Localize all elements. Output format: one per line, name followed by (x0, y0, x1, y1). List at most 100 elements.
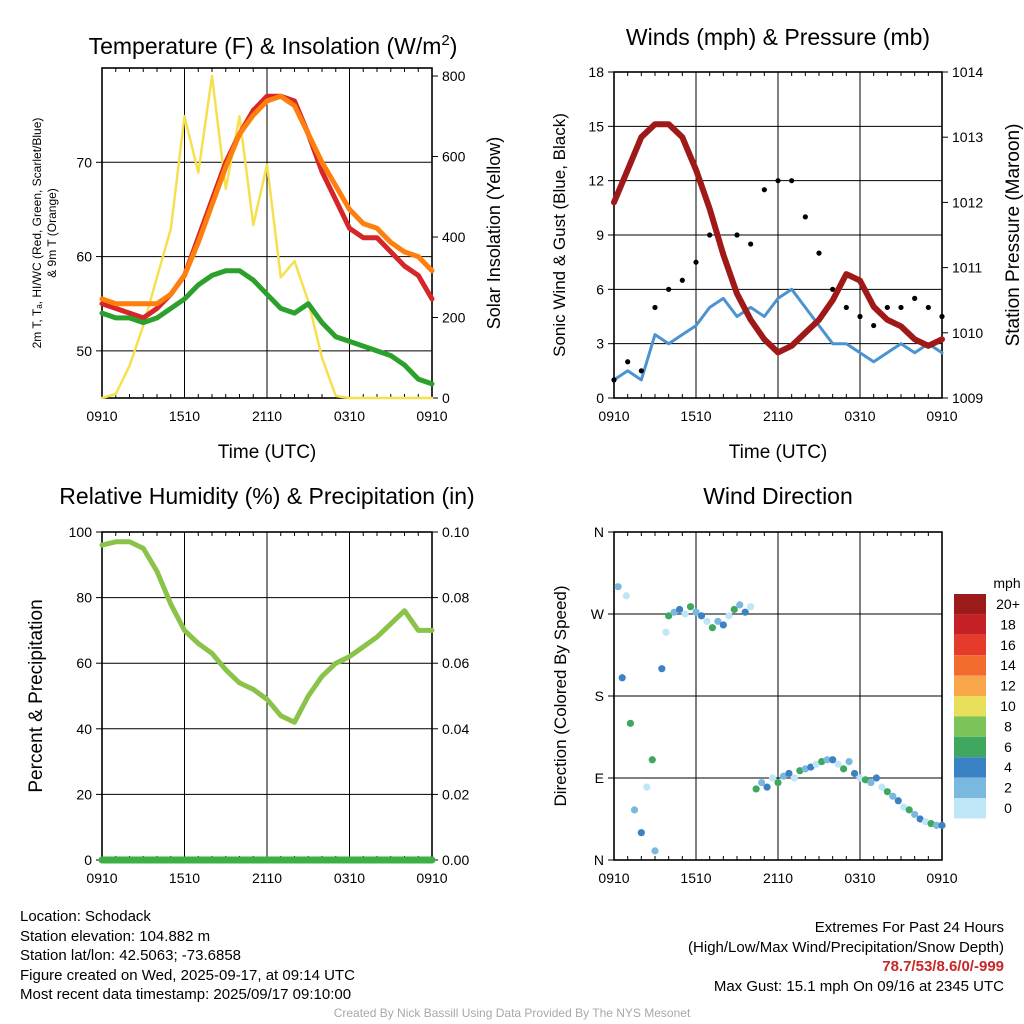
speed-legend: mph 20+ 18 16 14 12 10 8 6 4 2 0 (954, 575, 1021, 819)
y-tick-label: 3 (596, 336, 604, 352)
direction-point (708, 624, 717, 632)
direction-point (714, 617, 722, 625)
extremes-title: Extremes For Past 24 Hours (814, 919, 1004, 936)
direction-point (889, 792, 897, 800)
direction-point (801, 765, 809, 773)
series-t- (99, 268, 435, 387)
direction-point (730, 605, 738, 614)
y-tick-label: 0 (596, 390, 604, 406)
legend-swatch (954, 798, 986, 819)
x-tick-label: 0310 (334, 408, 365, 424)
panel-3: 0910 1510 2110 0310 0910 0 20 40 60 80 100 0.00 0.02… (26, 483, 475, 886)
y2-tick-label: 0.02 (442, 786, 469, 802)
y-tick-label: 12 (588, 173, 604, 189)
credit-text: Created By Nick Bassill Using Data Provi… (333, 1006, 691, 1020)
gust-point (748, 241, 754, 247)
direction-point (922, 818, 930, 826)
x-tick-label: 0910 (598, 408, 629, 424)
y-tick-label: E (595, 770, 604, 786)
y2-tick-label: 0.00 (442, 852, 469, 868)
chart-title: Relative Humidity (%) & Precipitation (i… (59, 483, 474, 509)
y2-tick-label: 1011 (952, 260, 982, 276)
y2-axis-label: Solar Insolation (Yellow) (484, 137, 504, 329)
x-tick-label: 2110 (763, 408, 793, 424)
direction-point (763, 783, 771, 791)
legend-label: 18 (1000, 616, 1016, 632)
direction-point (861, 776, 870, 784)
y2-axis-label: Station Pressure (Maroon) (1003, 124, 1024, 347)
y-tick-label: 100 (69, 524, 93, 540)
direction-point (676, 605, 684, 614)
x-tick-label: 2110 (763, 870, 793, 886)
x-axis-label: Time (UTC) (729, 442, 828, 463)
panel-4: 0910 1510 2110 0310 0910 N E S W N Wind Direction D… (551, 483, 1021, 886)
direction-point (900, 803, 908, 811)
x-tick-label: 0310 (844, 408, 875, 424)
legend-swatch (954, 594, 986, 615)
gust-point (679, 277, 685, 283)
direction-point (812, 760, 820, 768)
direction-point (779, 772, 788, 780)
direction-point (867, 778, 875, 787)
gust-point (925, 304, 931, 311)
series-9m-t (99, 93, 435, 307)
legend-label: 6 (1004, 739, 1012, 755)
legend-label: 16 (1000, 637, 1016, 653)
legend-swatch (954, 696, 986, 717)
direction-point (905, 806, 913, 814)
direction-point (823, 756, 831, 764)
recent-data-text: Most recent data timestamp: 2025/09/17 0… (20, 986, 352, 1004)
x-tick-label: 0910 (598, 870, 629, 886)
direction-point (774, 778, 782, 787)
direction-point (637, 829, 645, 837)
legend-label: 8 (1004, 718, 1012, 734)
direction-point (681, 610, 689, 618)
direction-point (697, 612, 706, 620)
y-axis-label: Sonic Wind & Gust (Blue, Black) (550, 113, 569, 357)
gust-point (857, 313, 863, 320)
legend-label: 14 (1000, 657, 1016, 673)
x-tick-label: 2110 (252, 870, 282, 886)
direction-point (840, 765, 848, 773)
legend-swatch (954, 736, 986, 758)
x-tick-label: 2110 (252, 408, 282, 424)
y-tick-label: N (594, 524, 604, 540)
extremes-values: 78.7/53/8.6/0/-999 (882, 958, 1004, 976)
legend-label: 0 (1004, 800, 1012, 816)
series-station-pressure (611, 121, 945, 356)
y-tick-label: 60 (76, 249, 92, 265)
extremes-legend: (High/Low/Max Wind/Precipitation/Snow De… (688, 938, 1004, 956)
direction-point (911, 810, 919, 819)
series-sonic-wind (612, 287, 944, 382)
x-tick-label: 1510 (680, 408, 711, 424)
y2-tick-label: 0.08 (442, 590, 469, 606)
direction-point (665, 612, 673, 620)
direction-point (658, 665, 666, 673)
extremes-info: Extremes For Past 24 Hours (High/Low/Max… (688, 918, 1004, 996)
x-tick-label: 0910 (86, 870, 117, 886)
direction-point (670, 608, 678, 616)
legend-swatch (954, 675, 986, 696)
direction-point (648, 756, 656, 764)
y-axis-label: Percent & Precipitation (26, 599, 47, 792)
direction-point (662, 628, 670, 636)
gust-point (707, 232, 713, 238)
x-tick-label: 1510 (680, 870, 711, 886)
y-tick-label: N (594, 852, 604, 868)
y2-tick-label: 0.06 (442, 655, 469, 671)
series-relative-humidity (99, 539, 435, 725)
y-tick-label: S (595, 688, 604, 704)
y2-tick-label: 1012 (952, 194, 983, 210)
x-tick-label: 1510 (169, 870, 200, 886)
gust-point (761, 187, 767, 193)
panel-2: 0910 1510 2110 0310 0910 0 3 6 9 12 15 18 1009 1010 10… (550, 24, 1024, 463)
direction-point (725, 612, 733, 620)
gust-point (789, 178, 795, 184)
x-tick-label: 0910 (926, 408, 957, 424)
chart-title: Winds (mph) & Pressure (mb) (626, 24, 930, 50)
y2-tick-label: 800 (442, 68, 466, 84)
legend-title: mph (993, 575, 1020, 591)
direction-point (878, 783, 886, 791)
x-tick-label: 0310 (334, 870, 365, 886)
